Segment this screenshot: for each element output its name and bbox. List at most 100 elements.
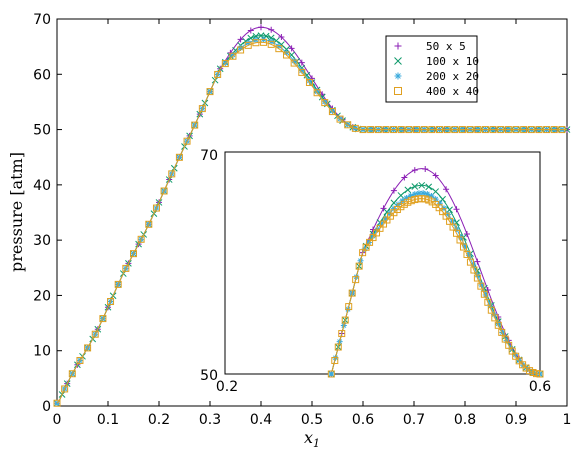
series-point — [278, 34, 285, 41]
series-point — [405, 126, 413, 134]
inset-plot: 70 50 0.2 0.6 — [200, 148, 551, 395]
series-point — [198, 105, 206, 113]
inset-series-point — [422, 166, 429, 173]
x-tick-label: 0.2 — [148, 412, 170, 428]
inset-series-point — [436, 200, 443, 207]
series-point — [288, 45, 295, 52]
series-point — [244, 41, 252, 49]
inset-series-point — [478, 282, 485, 289]
inset-series-point — [424, 191, 431, 198]
series-point — [306, 77, 313, 84]
inset-series-point — [407, 192, 414, 199]
series-point — [443, 126, 451, 134]
series-point — [268, 26, 275, 33]
legend-marker — [394, 72, 402, 80]
series-point — [260, 38, 268, 46]
inset-series-point — [473, 274, 481, 282]
inset-series-point — [425, 183, 433, 191]
series-point — [137, 235, 145, 243]
x-tick-label: 0.8 — [454, 412, 476, 428]
series-point — [122, 264, 130, 272]
series-point — [489, 126, 497, 134]
y-tick-label: 60 — [33, 67, 51, 83]
x-axis-ticks: 0 0.1 0.2 0.3 0.4 0.5 0.6 0.7 0.8 0.9 1 — [53, 19, 571, 428]
y-tick-label: 30 — [33, 233, 51, 249]
inset-series-point — [482, 292, 489, 299]
inset-series-point — [403, 194, 410, 201]
inset-series-point — [474, 258, 481, 265]
series-point — [229, 51, 236, 58]
inset-series-point — [404, 186, 412, 194]
series-point — [481, 126, 489, 134]
series-point — [359, 126, 367, 134]
inset-x-tick-label-left: 0.2 — [216, 379, 238, 395]
series-point — [321, 98, 328, 105]
series-point — [283, 49, 290, 56]
series-point — [237, 46, 245, 54]
inset-series-point — [499, 329, 506, 336]
legend-marker — [394, 87, 402, 95]
inset-series-point — [463, 250, 471, 258]
series-point — [76, 356, 84, 364]
inset-series-point — [397, 192, 405, 199]
inset-series-point — [459, 243, 467, 251]
legend-label: 200 x 20 — [426, 70, 479, 83]
inset-series-point — [456, 236, 464, 244]
inset-series-point — [334, 343, 342, 351]
series-point — [53, 399, 61, 407]
inset-series-point — [466, 258, 474, 266]
inset-series-point — [380, 205, 387, 212]
legend: 50 x 5 100 x 10 200 x 20 400 x 40 — [385, 35, 479, 103]
x-axis-label-main: x — [304, 428, 313, 447]
inset-y-tick-label-bottom: 50 — [200, 368, 218, 384]
inset-series-point — [443, 186, 450, 193]
series-point — [428, 126, 436, 134]
x-tick-label: 0.4 — [250, 412, 272, 428]
inset-series-group — [327, 166, 544, 378]
series-point — [229, 52, 237, 60]
series-point — [168, 170, 176, 178]
series-point — [237, 36, 244, 43]
y-tick-label: 0 — [42, 399, 51, 415]
series-point — [258, 24, 264, 31]
series-point — [451, 126, 459, 134]
inset-series-point — [420, 190, 427, 197]
series-point — [262, 32, 270, 40]
series-point — [290, 59, 298, 67]
inset-series-point — [484, 298, 492, 306]
series-point — [313, 89, 321, 97]
inset-series-point — [341, 316, 349, 324]
inset-series-point — [461, 243, 468, 250]
series-point — [344, 121, 352, 129]
inset-series-point — [466, 252, 473, 259]
series-point — [91, 330, 99, 338]
series-point — [298, 68, 306, 76]
series-point — [283, 51, 290, 59]
series-point — [543, 126, 551, 134]
series-point — [413, 126, 421, 134]
inset-series-point — [536, 370, 544, 378]
inset-series-point — [432, 172, 439, 179]
series-point — [550, 126, 558, 134]
series-point — [367, 126, 375, 134]
inset-series-point — [355, 262, 363, 270]
series-point — [245, 39, 252, 46]
inset-series-point — [348, 289, 356, 297]
series-point — [183, 137, 191, 145]
x-tick-label: 0.7 — [403, 412, 425, 428]
inset-series-point — [487, 306, 495, 314]
inset-frame — [224, 151, 541, 375]
x-tick-label: 0 — [53, 412, 62, 428]
legend-label: 50 x 5 — [426, 40, 466, 53]
inset-series-400x40 — [327, 195, 544, 378]
inset-series-point — [415, 190, 422, 197]
y-axis-label: pressure [atm] — [7, 152, 26, 272]
inset-series-point — [338, 330, 346, 338]
series-point — [497, 126, 505, 134]
series-point — [247, 27, 254, 34]
x-axis-label: x1 — [304, 428, 320, 450]
inset-series-point — [352, 276, 360, 284]
series-point — [328, 108, 336, 116]
series-point — [145, 220, 153, 228]
series-400x40 — [53, 38, 567, 407]
